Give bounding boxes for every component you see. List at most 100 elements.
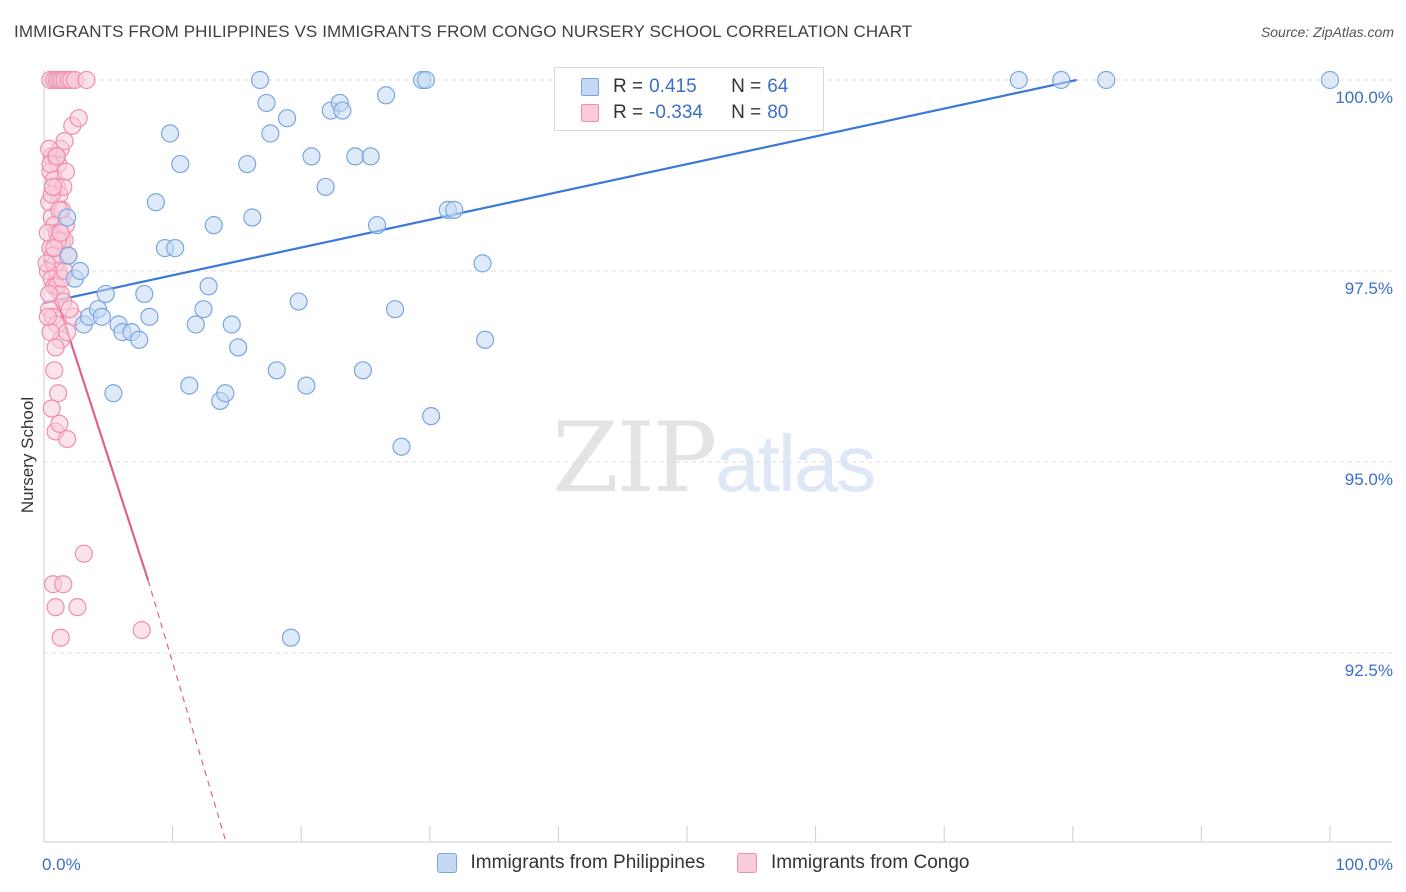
point-philippines <box>199 277 218 296</box>
point-philippines <box>59 246 78 265</box>
point-congo <box>46 338 65 357</box>
point-philippines <box>166 238 185 258</box>
point-philippines <box>475 330 495 349</box>
source-label: Source: ZipAtlas.com <box>1260 24 1394 40</box>
point-philippines <box>353 361 373 380</box>
legend-row-philippines: R = 0.415 N = 64 <box>581 75 788 99</box>
point-philippines <box>186 315 205 334</box>
point-philippines <box>92 307 111 326</box>
legend-swatch-blue <box>581 78 599 96</box>
point-philippines <box>135 284 154 304</box>
point-congo <box>40 284 59 304</box>
series-legend: Immigrants from Philippines Immigrants f… <box>0 852 1406 874</box>
legend-n-value-congo: 80 <box>767 102 789 123</box>
point-philippines <box>267 361 286 380</box>
point-congo <box>47 147 66 166</box>
point-philippines <box>222 315 241 334</box>
point-congo <box>50 414 69 433</box>
point-philippines <box>238 154 257 174</box>
point-congo <box>69 109 88 128</box>
legend-r-value-congo: -0.334 <box>649 102 703 123</box>
stats-legend: R = 0.415 N = 64 R = -0.334 N = 80 <box>554 67 824 131</box>
watermark-zip: ZIP <box>552 402 717 514</box>
legend-n-label: N = <box>731 102 762 123</box>
point-philippines <box>104 384 123 403</box>
point-congo <box>55 132 74 151</box>
legend-item-philippines[interactable]: Immigrants from Philippines <box>436 852 705 874</box>
point-philippines <box>281 628 301 647</box>
point-congo <box>42 399 61 418</box>
legend-n-value-philippines: 64 <box>767 76 789 97</box>
point-philippines <box>297 376 316 395</box>
watermark: ZIPatlas <box>552 402 876 514</box>
trend-line-congo-extension <box>147 580 228 845</box>
y-tick-label: 95.0% <box>1345 470 1393 489</box>
point-philippines <box>1320 70 1340 90</box>
tick-labels: 100.0% 97.5% 95.0% 92.5% 0.0% 100.0% <box>42 88 1393 874</box>
trend-congo <box>42 259 228 845</box>
point-philippines <box>277 109 297 128</box>
point-congo <box>56 162 75 181</box>
point-philippines <box>302 147 321 166</box>
point-philippines <box>250 70 270 90</box>
point-philippines <box>392 437 411 456</box>
point-philippines <box>316 177 335 197</box>
legend-n-label: N = <box>731 76 762 97</box>
point-philippines <box>146 193 165 212</box>
point-congo <box>49 384 68 403</box>
legend-r-label: R = <box>613 102 644 123</box>
point-congo <box>45 361 64 380</box>
point-philippines <box>385 300 405 319</box>
point-philippines <box>70 261 90 281</box>
point-congo <box>38 307 57 326</box>
point-congo <box>77 70 96 90</box>
y-tick-label: 97.5% <box>1345 279 1393 298</box>
point-congo <box>58 429 77 449</box>
point-philippines <box>243 208 262 227</box>
point-philippines <box>171 154 190 174</box>
legend-swatch-pink <box>581 104 599 122</box>
point-congo <box>68 598 87 617</box>
point-philippines <box>58 208 77 227</box>
point-congo <box>37 254 56 273</box>
legend-row-congo: R = -0.334 N = 80 <box>581 101 788 125</box>
point-congo <box>74 544 93 563</box>
point-philippines <box>180 376 199 395</box>
trend-line-congo <box>42 259 150 581</box>
point-philippines <box>445 200 464 219</box>
x-tick-label-min: 0.0% <box>42 855 81 874</box>
point-congo <box>43 177 63 197</box>
point-philippines <box>289 292 308 311</box>
point-philippines <box>1097 70 1116 90</box>
point-philippines <box>194 300 213 319</box>
points-philippines <box>58 70 1340 647</box>
point-congo <box>58 323 77 342</box>
point-philippines <box>361 147 380 166</box>
point-congo <box>51 223 70 242</box>
point-philippines <box>204 216 223 235</box>
legend-swatch-congo <box>736 853 757 873</box>
x-tick-label-max: 100.0% <box>1335 855 1393 874</box>
point-philippines <box>130 330 149 349</box>
point-philippines <box>473 254 492 273</box>
point-congo <box>132 620 151 640</box>
point-congo <box>54 575 73 594</box>
trend-philippines <box>43 78 1077 305</box>
point-congo <box>45 238 64 258</box>
point-philippines <box>416 70 436 90</box>
point-philippines <box>96 284 115 304</box>
point-philippines <box>346 147 365 166</box>
point-philippines <box>421 407 441 426</box>
legend-label-congo: Immigrants from Congo <box>770 852 970 873</box>
point-philippines <box>376 86 396 105</box>
point-congo <box>41 323 60 342</box>
point-philippines <box>160 124 180 143</box>
point-congo <box>46 598 65 617</box>
legend-swatch-philippines <box>436 853 457 873</box>
legend-r-value-philippines: 0.415 <box>649 76 697 97</box>
legend-item-congo[interactable]: Immigrants from Congo <box>736 852 970 874</box>
point-philippines <box>367 216 387 235</box>
point-philippines <box>140 307 159 326</box>
y-tick-label: 92.5% <box>1345 661 1393 680</box>
point-philippines <box>261 124 280 143</box>
